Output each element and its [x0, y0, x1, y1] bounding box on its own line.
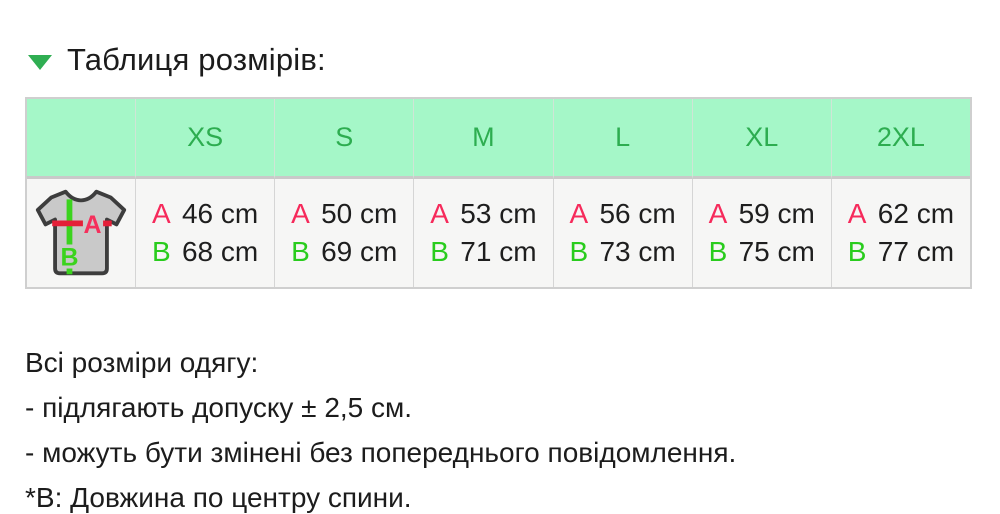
measure-b: B 68 cm	[151, 236, 259, 267]
measure-b: B 73 cm	[569, 236, 676, 267]
tshirt-icon: A B	[35, 189, 127, 276]
measure-b: B 71 cm	[430, 236, 537, 267]
measure-b: B 75 cm	[708, 236, 815, 267]
svg-text:A: A	[84, 211, 102, 239]
measure-a: A 62 cm	[847, 198, 955, 229]
measure-b: B 69 cm	[291, 236, 398, 267]
size-table: XS S M L XL 2XL A B A 46 cm B 68 cm A 50 cm…	[25, 97, 972, 289]
svg-text:B: B	[60, 244, 78, 272]
measure-a: A 46 cm	[151, 198, 259, 229]
note-line-tolerance: - підлягають допуску ± 2,5 см.	[25, 392, 413, 423]
chevron-down-icon[interactable]	[28, 54, 52, 70]
size-chart-toggle[interactable]: Таблиця розмірів:	[28, 42, 326, 78]
header-cell-xl: XL	[691, 99, 831, 179]
measure-a: A 59 cm	[708, 198, 815, 229]
measure-a: A 56 cm	[569, 198, 676, 229]
measure-a: A 50 cm	[291, 198, 398, 229]
header-cell-s: S	[274, 99, 414, 179]
header-cell-empty	[27, 99, 135, 179]
header-cell-xs: XS	[135, 99, 275, 179]
size-cell-xl: A 59 cm B 75 cm	[691, 179, 831, 287]
header-cell-m: M	[413, 99, 553, 179]
measure-b: B 77 cm	[847, 236, 955, 267]
size-cell-2xl: A 62 cm B 77 cm	[830, 179, 970, 287]
note-line-intro: Всі розміри одягу:	[25, 347, 259, 378]
note-line-b-meaning: *B: Довжина по центру спини.	[25, 482, 412, 513]
header-cell-2xl: 2XL	[830, 99, 970, 179]
note-line-changes: - можуть бути змінені без попереднього п…	[25, 437, 737, 468]
size-notes: Всі розміри одягу: - підлягають допуску …	[25, 340, 736, 514]
measure-a: A 53 cm	[430, 198, 537, 229]
page-title: Таблиця розмірів:	[67, 42, 326, 77]
header-cell-l: L	[552, 99, 692, 179]
size-cell-m: A 53 cm B 71 cm	[413, 179, 553, 287]
size-cell-s: A 50 cm B 69 cm	[274, 179, 414, 287]
tshirt-measure-icon: A B	[27, 179, 135, 287]
size-cell-l: A 56 cm B 73 cm	[552, 179, 692, 287]
size-cell-xs: A 46 cm B 68 cm	[135, 179, 275, 287]
